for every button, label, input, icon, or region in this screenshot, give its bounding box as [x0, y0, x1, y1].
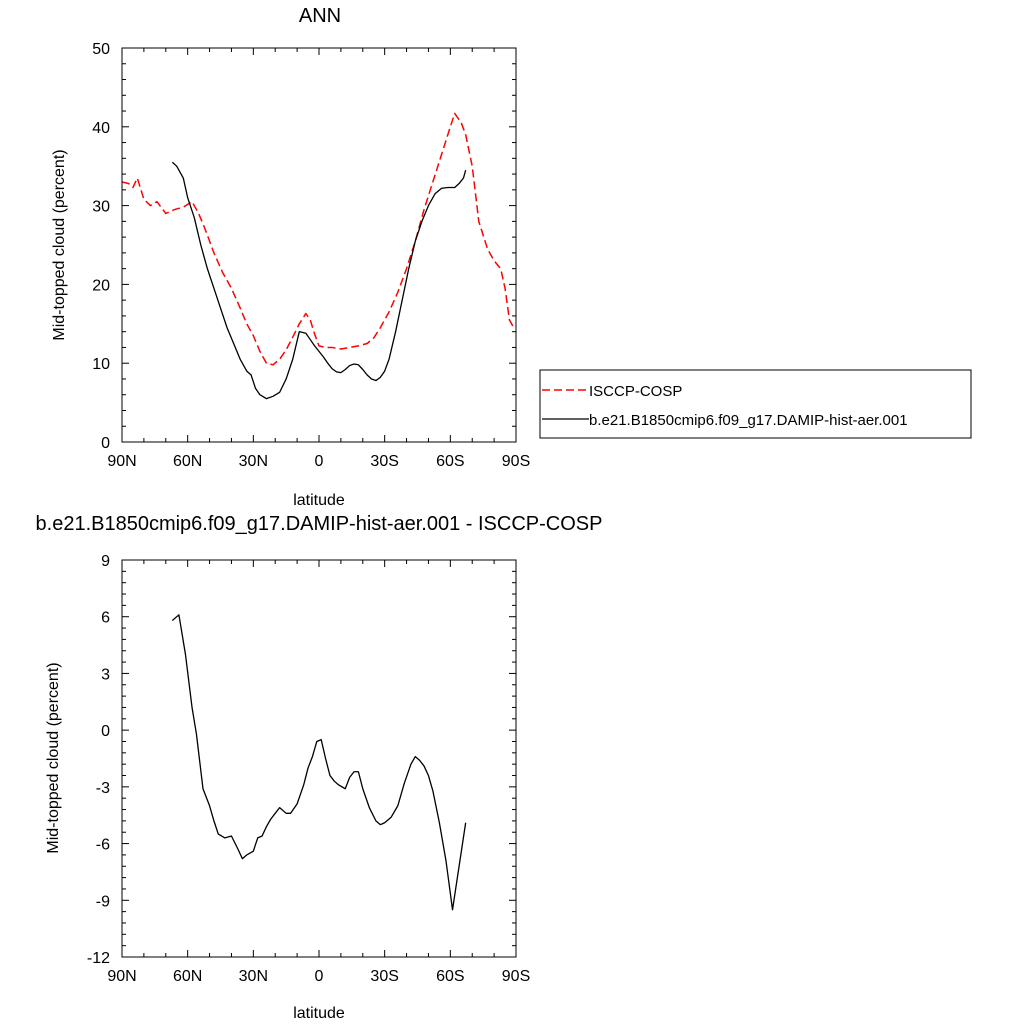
x-tick-label: 0	[315, 968, 324, 985]
y-tick-label: 20	[92, 277, 110, 294]
x-tick-label: 90N	[107, 453, 136, 470]
x-axis-title: latitude	[293, 1005, 345, 1022]
x-tick-label: 60S	[436, 968, 464, 985]
series-line-0	[171, 614, 467, 911]
x-tick-label: 90N	[107, 968, 136, 985]
series-layer	[171, 614, 467, 911]
legend-label-model: b.e21.B1850cmip6.f09_g17.DAMIP-hist-aer.…	[589, 412, 908, 429]
legend-box	[539, 369, 972, 439]
y-tick-label: 0	[101, 723, 110, 740]
series-line-0	[121, 112, 515, 366]
y-tick-label: 50	[92, 41, 110, 58]
y-axis-title: Mid-topped cloud (percent)	[45, 662, 62, 853]
x-tick-label: 30N	[239, 453, 268, 470]
y-tick-label: 10	[92, 356, 110, 373]
x-tick-label: 90S	[502, 968, 530, 985]
panel-difference: b.e21.B1850cmip6.f09_g17.DAMIP-hist-aer.…	[36, 513, 603, 1022]
y-tick-label: 3	[101, 666, 110, 683]
y-tick-label: 30	[92, 199, 110, 216]
panel-title: b.e21.B1850cmip6.f09_g17.DAMIP-hist-aer.…	[36, 513, 603, 535]
x-tick-label: 30S	[370, 453, 398, 470]
y-tick-label: -6	[96, 837, 110, 854]
y-tick-label: 6	[101, 610, 110, 627]
series-line-1	[171, 161, 467, 400]
x-tick-label: 0	[315, 453, 324, 470]
x-axis-title: latitude	[293, 492, 345, 509]
x-tick-label: 60N	[173, 453, 202, 470]
y-tick-label: 0	[101, 435, 110, 452]
y-tick-label: -3	[96, 780, 110, 797]
y-tick-label: 9	[101, 553, 110, 570]
y-axis-title: Mid-topped cloud (percent)	[51, 149, 68, 340]
y-tick-label: 40	[92, 120, 110, 137]
panel-annual-mean: ANN 90N 60N 30N 0 30S 60S 90S 0 10 20 30 40 50 latit…	[51, 5, 972, 509]
legend-label-isccp: ISCCP-COSP	[589, 383, 682, 400]
x-tick-label: 30N	[239, 968, 268, 985]
panel-title: ANN	[299, 5, 341, 27]
plot-frame	[121, 47, 517, 443]
axis-ticks: 90N 60N 30N 0 30S 60S 90S 0 10 20 30 40 50	[92, 41, 530, 470]
x-tick-label: 90S	[502, 453, 530, 470]
axis-ticks: 90N 60N 30N 0 30S 60S 90S 9 6 3 0 -3 -6 -9 -12	[87, 553, 530, 985]
x-tick-label: 60N	[173, 968, 202, 985]
legend: ISCCP-COSP b.e21.B1850cmip6.f09_g17.DAMI…	[539, 369, 972, 439]
series-layer	[121, 112, 515, 400]
plot-frame	[121, 559, 517, 958]
x-tick-label: 30S	[370, 968, 398, 985]
x-tick-label: 60S	[436, 453, 464, 470]
y-tick-label: -12	[87, 950, 110, 967]
y-tick-label: -9	[96, 893, 110, 910]
